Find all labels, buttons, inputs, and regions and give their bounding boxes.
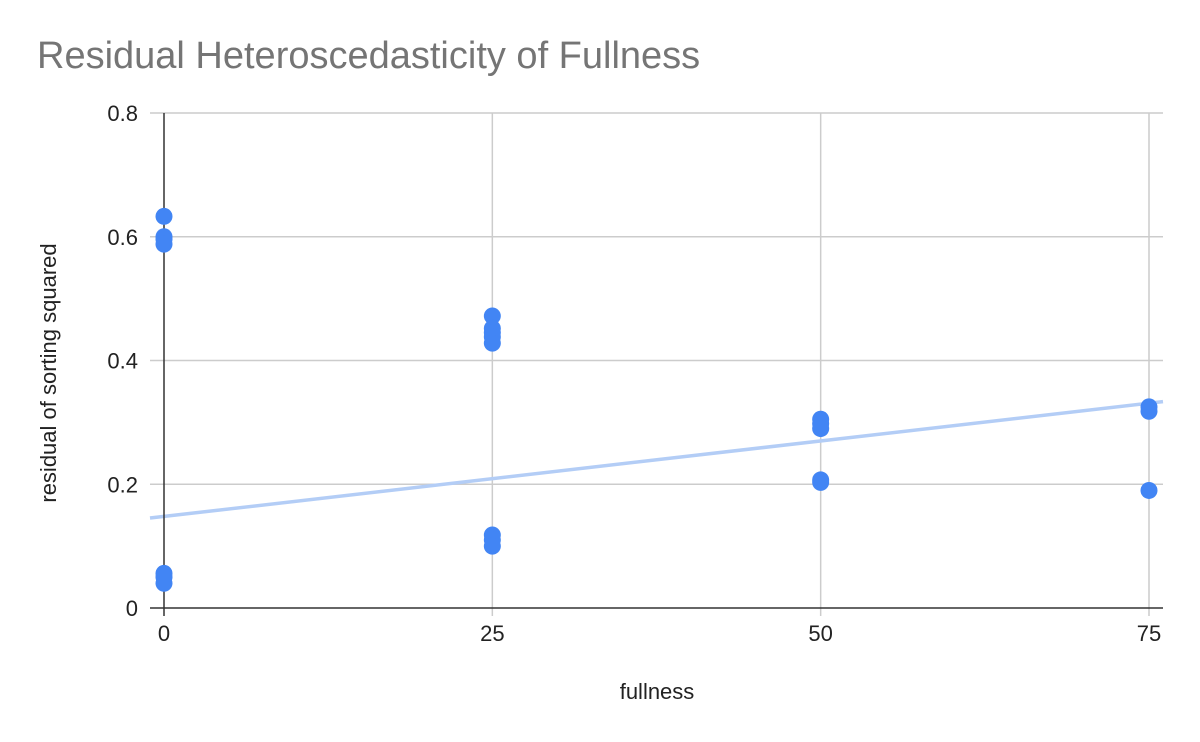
y-tick-label: 0.2: [107, 472, 138, 497]
data-point: [155, 235, 173, 253]
chart-title: Residual Heteroscedasticity of Fullness: [37, 35, 700, 77]
data-point: [483, 307, 501, 325]
x-tick-label: 0: [158, 621, 170, 646]
data-point: [483, 334, 501, 352]
grid-lines: [150, 112, 1163, 616]
y-tick-label: 0.6: [107, 225, 138, 250]
tick-labels: 0 0.2 0.4 0.6 0.8 0 25 50 75: [107, 101, 1161, 646]
y-tick-label: 0: [126, 596, 138, 621]
data-point: [155, 574, 173, 592]
data-point: [812, 473, 830, 491]
trendline: [149, 399, 1164, 520]
data-point: [483, 537, 501, 555]
x-axis-label: fullness: [620, 679, 695, 704]
x-tick-label: 75: [1137, 621, 1161, 646]
data-point: [1140, 402, 1158, 420]
x-tick-label: 50: [808, 621, 832, 646]
data-point: [812, 420, 830, 438]
data-points: [155, 207, 1158, 592]
x-tick-label: 25: [480, 621, 504, 646]
y-tick-label: 0.8: [107, 101, 138, 126]
y-tick-label: 0.4: [107, 349, 138, 374]
data-point: [1140, 481, 1158, 499]
y-axis-label: residual of sorting squared: [36, 243, 61, 502]
data-point: [155, 207, 173, 225]
axes: [150, 113, 1163, 616]
trendline-layer: [149, 399, 1164, 520]
